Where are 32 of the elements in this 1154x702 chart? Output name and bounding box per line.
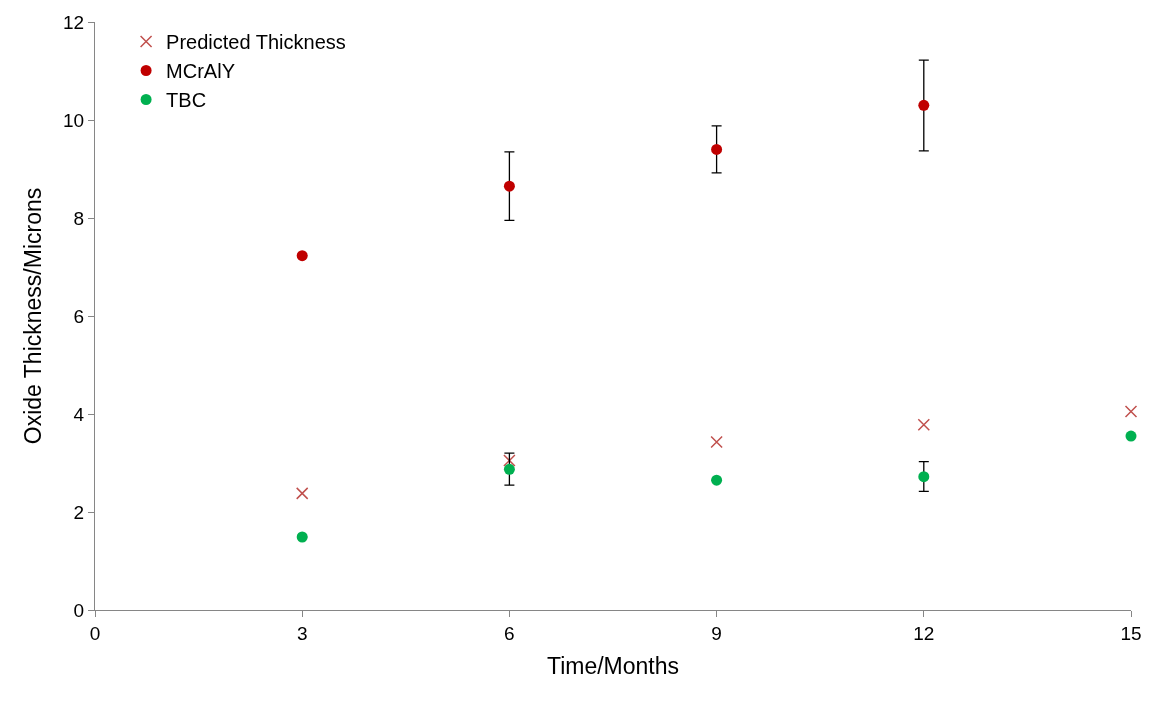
- x-tick-label: 12: [913, 622, 935, 644]
- point: [296, 531, 308, 543]
- point: [503, 463, 515, 475]
- point: [711, 474, 723, 486]
- y-tick-label: 0: [73, 599, 85, 621]
- x-axis-title: Time/Months: [546, 653, 680, 680]
- x-tick-label: 0: [89, 622, 101, 644]
- x-tick-label: 3: [296, 622, 308, 644]
- point: [503, 454, 516, 467]
- legend-label: TBC: [166, 89, 207, 112]
- x-tick-label: 6: [504, 622, 515, 644]
- point: [295, 487, 309, 500]
- y-tick-label: 4: [73, 403, 85, 425]
- legend-label: Predicted Thickness: [166, 31, 346, 54]
- point: [917, 418, 931, 432]
- point: [1125, 430, 1137, 442]
- y-tick-label: 6: [73, 305, 85, 327]
- y-tick-label: 2: [73, 501, 85, 523]
- point: [918, 471, 930, 483]
- x-tick-label: 15: [1120, 622, 1142, 644]
- y-tick-label: 8: [73, 207, 85, 229]
- point: [503, 180, 515, 192]
- legend-label: MCrAlY: [166, 60, 235, 83]
- y-axis-title: Oxide Thickness/Microns: [19, 187, 46, 445]
- point: [710, 435, 723, 449]
- point: [918, 99, 930, 111]
- y-tick-label: 12: [63, 11, 85, 33]
- point: [296, 250, 308, 262]
- point: [711, 143, 723, 155]
- point: [1124, 405, 1138, 418]
- y-tick-label: 10: [63, 109, 85, 131]
- x-tick-label: 9: [711, 622, 722, 644]
